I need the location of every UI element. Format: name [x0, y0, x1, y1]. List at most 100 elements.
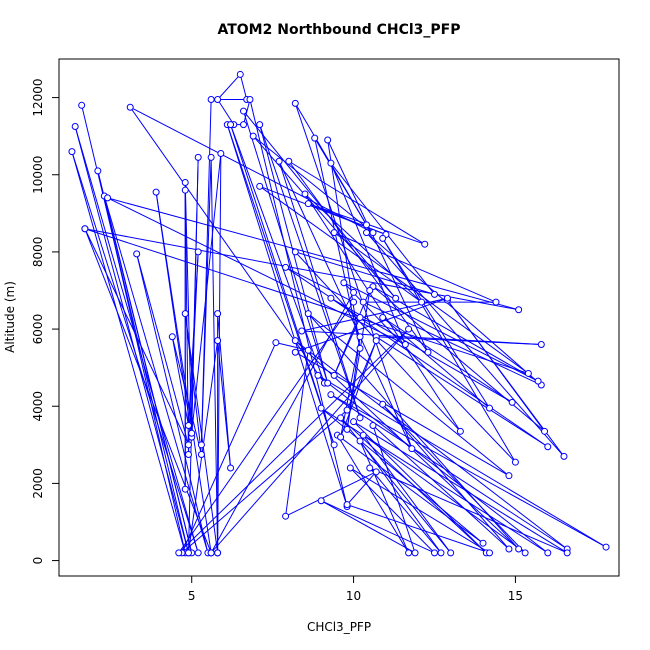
data-point: [304, 310, 312, 318]
data-point: [541, 427, 549, 435]
data-point: [337, 433, 345, 441]
data-point: [456, 427, 464, 435]
data-point: [181, 186, 189, 194]
series-segment: [275, 342, 309, 351]
series-segment: [353, 421, 487, 554]
data-point: [317, 404, 325, 412]
series-segment: [181, 409, 348, 554]
data-point: [227, 121, 235, 129]
y-tick-label: 8000: [31, 237, 45, 268]
data-point: [343, 406, 351, 414]
series-segment: [362, 434, 526, 554]
data-point: [282, 512, 290, 520]
series-segment: [210, 328, 409, 554]
data-point: [346, 464, 354, 472]
data-point: [511, 458, 519, 466]
data-point: [330, 371, 338, 379]
data-point: [184, 450, 192, 458]
data-point: [369, 229, 377, 237]
data-point: [214, 96, 222, 104]
data-point: [405, 549, 413, 557]
data-point: [602, 543, 610, 551]
series-segment: [136, 253, 189, 445]
data-point: [197, 441, 205, 449]
series-segment: [333, 317, 361, 376]
data-point: [104, 194, 112, 202]
data-point: [524, 369, 532, 377]
data-point: [291, 248, 299, 256]
data-point: [282, 263, 290, 271]
y-tick-label: 4000: [31, 391, 45, 422]
data-point: [379, 314, 387, 321]
series-segment: [359, 440, 410, 554]
data-point: [291, 348, 299, 356]
data-point: [479, 539, 487, 547]
data-point: [246, 96, 254, 104]
data-point: [366, 464, 374, 472]
data-point: [301, 190, 309, 198]
series-segment: [382, 238, 490, 409]
data-point: [71, 123, 79, 131]
x-tick-label: 5: [188, 589, 196, 603]
data-point: [324, 379, 332, 387]
series-segment: [295, 351, 510, 477]
series-segment: [107, 197, 406, 345]
series-segment: [285, 266, 361, 318]
data-point: [366, 286, 374, 294]
data-point: [505, 472, 513, 480]
data-point: [356, 414, 364, 422]
series-segment: [330, 297, 549, 448]
series-segment: [330, 162, 406, 345]
plot-frame: [58, 58, 620, 577]
data-point: [340, 279, 348, 287]
data-point: [408, 445, 416, 453]
data-point: [337, 414, 345, 422]
data-point: [563, 549, 571, 557]
x-tick-label: 15: [508, 589, 523, 603]
data-point: [392, 294, 400, 302]
data-point: [411, 549, 419, 557]
series-segment: [333, 232, 497, 303]
data-point: [181, 485, 189, 493]
series-segment: [294, 340, 568, 550]
series-segment: [239, 74, 248, 100]
data-point: [285, 157, 293, 165]
series-segment: [346, 471, 377, 505]
data-point: [194, 248, 202, 256]
data-point: [430, 290, 438, 298]
series-segment: [320, 500, 435, 554]
data-point: [327, 294, 335, 302]
series-segment: [350, 467, 490, 554]
data-point: [356, 344, 364, 352]
data-point: [249, 132, 257, 140]
data-point: [443, 294, 451, 302]
series-segment: [191, 157, 199, 434]
data-point: [327, 159, 335, 167]
data-point: [236, 70, 244, 78]
series-segment: [372, 286, 539, 382]
series-segment: [307, 313, 510, 477]
data-point: [256, 121, 264, 129]
x-axis-label: CHCl3_PFP: [307, 620, 371, 634]
series-segment: [136, 253, 209, 553]
data-point: [275, 157, 283, 165]
data-point: [324, 136, 332, 144]
series-segment: [285, 350, 309, 517]
series-segment: [259, 185, 422, 303]
data-point: [291, 99, 299, 107]
data-point: [207, 153, 215, 161]
series-segment: [320, 500, 416, 554]
series-segment: [155, 192, 193, 438]
data-point: [194, 153, 202, 161]
chart-title: ATOM2 Northbound CHCl3_PFP: [217, 22, 460, 38]
data-point: [184, 422, 192, 430]
series-segment: [330, 162, 435, 295]
series-segment: [359, 440, 442, 554]
series-segment: [447, 299, 545, 432]
data-point: [314, 371, 322, 379]
data-point: [126, 103, 134, 111]
data-point: [363, 229, 371, 237]
series-segment: [74, 126, 189, 553]
data-point: [505, 545, 513, 553]
data-point: [152, 188, 160, 196]
